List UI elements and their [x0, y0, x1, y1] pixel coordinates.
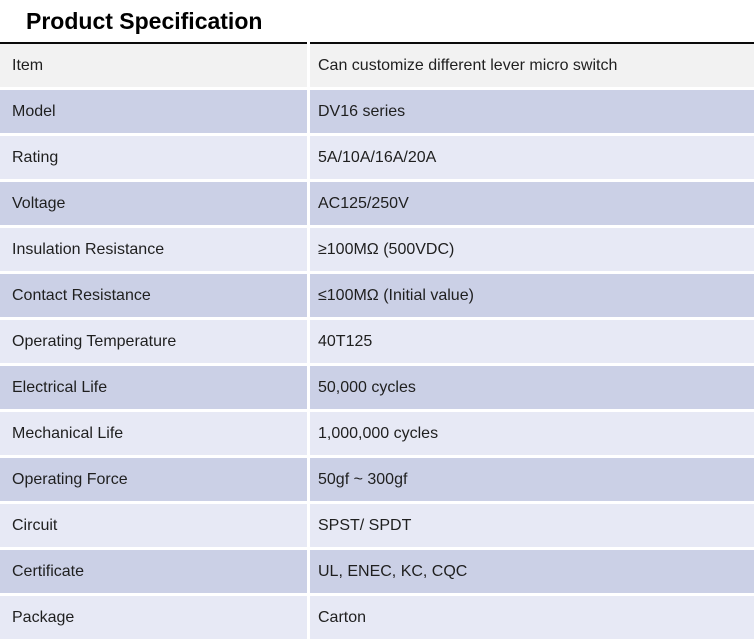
table-row: Operating Temperature 40T125 [0, 320, 754, 363]
table-row: Rating 5A/10A/16A/20A [0, 136, 754, 179]
spec-value-cell: AC125/250V [310, 182, 754, 225]
table-row: Electrical Life 50,000 cycles [0, 366, 754, 409]
table-row: Mechanical Life 1,000,000 cycles [0, 412, 754, 455]
spec-value-cell: SPST/ SPDT [310, 504, 754, 547]
spec-value-cell: ≥100MΩ (500VDC) [310, 228, 754, 271]
table-row: Voltage AC125/250V [0, 182, 754, 225]
table-row: Certificate UL, ENEC, KC, CQC [0, 550, 754, 593]
table-row: Contact Resistance ≤100MΩ (Initial value… [0, 274, 754, 317]
spec-value-cell: Can customize different lever micro swit… [310, 42, 754, 87]
table-row: Insulation Resistance ≥100MΩ (500VDC) [0, 228, 754, 271]
spec-label-cell: Item [0, 42, 307, 87]
table-row: Item Can customize different lever micro… [0, 42, 754, 87]
table-row: Package Carton [0, 596, 754, 639]
table-row: Operating Force 50gf ~ 300gf [0, 458, 754, 501]
spec-value-cell: 40T125 [310, 320, 754, 363]
spec-label-cell: Model [0, 90, 307, 133]
spec-label-cell: Contact Resistance [0, 274, 307, 317]
spec-label-cell: Operating Force [0, 458, 307, 501]
spec-value-cell: 1,000,000 cycles [310, 412, 754, 455]
spec-value-cell: DV16 series [310, 90, 754, 133]
spec-value-cell: Carton [310, 596, 754, 639]
spec-table: Item Can customize different lever micro… [0, 42, 754, 639]
spec-label-cell: Electrical Life [0, 366, 307, 409]
spec-value-cell: 5A/10A/16A/20A [310, 136, 754, 179]
table-row: Circuit SPST/ SPDT [0, 504, 754, 547]
spec-label-cell: Voltage [0, 182, 307, 225]
spec-value-cell: 50,000 cycles [310, 366, 754, 409]
spec-value-cell: UL, ENEC, KC, CQC [310, 550, 754, 593]
spec-label-cell: Package [0, 596, 307, 639]
table-row: Model DV16 series [0, 90, 754, 133]
page-title: Product Specification [26, 8, 263, 34]
spec-value-cell: ≤100MΩ (Initial value) [310, 274, 754, 317]
spec-value-cell: 50gf ~ 300gf [310, 458, 754, 501]
spec-label-cell: Mechanical Life [0, 412, 307, 455]
spec-label-cell: Insulation Resistance [0, 228, 307, 271]
spec-label-cell: Certificate [0, 550, 307, 593]
spec-label-cell: Rating [0, 136, 307, 179]
spec-label-cell: Circuit [0, 504, 307, 547]
spec-label-cell: Operating Temperature [0, 320, 307, 363]
